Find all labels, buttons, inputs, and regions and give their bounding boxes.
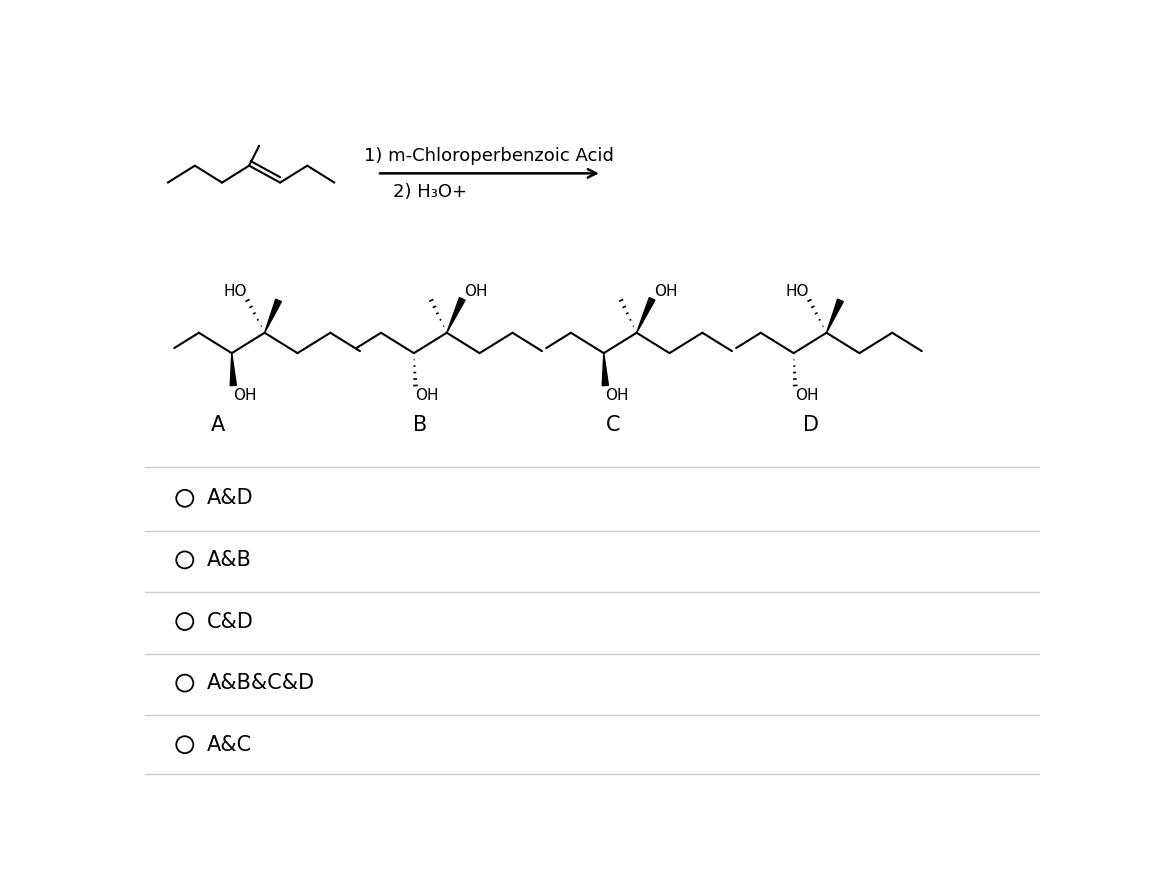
- Text: C&D: C&D: [207, 612, 253, 632]
- Text: A&D: A&D: [207, 488, 253, 509]
- Text: A: A: [212, 415, 225, 435]
- Text: 1) m-Chloroperbenzoic Acid: 1) m-Chloroperbenzoic Acid: [364, 147, 614, 165]
- Text: C: C: [606, 415, 621, 435]
- Polygon shape: [446, 297, 465, 333]
- Text: OH: OH: [234, 388, 257, 403]
- Text: HO: HO: [223, 283, 247, 298]
- Polygon shape: [827, 299, 843, 333]
- Text: D: D: [803, 415, 818, 435]
- Text: A&B&C&D: A&B&C&D: [207, 673, 314, 693]
- Polygon shape: [637, 297, 655, 333]
- Polygon shape: [230, 353, 237, 385]
- Polygon shape: [265, 299, 281, 333]
- Text: OH: OH: [465, 283, 488, 298]
- Text: A&C: A&C: [207, 735, 252, 755]
- Text: 2) H₃O+: 2) H₃O+: [393, 183, 467, 201]
- Text: OH: OH: [795, 388, 818, 403]
- Text: OH: OH: [415, 388, 439, 403]
- Text: B: B: [413, 415, 427, 435]
- Text: OH: OH: [654, 283, 677, 298]
- Text: HO: HO: [785, 283, 809, 298]
- Text: A&B: A&B: [207, 550, 251, 570]
- Text: OH: OH: [606, 388, 629, 403]
- Polygon shape: [602, 353, 608, 385]
